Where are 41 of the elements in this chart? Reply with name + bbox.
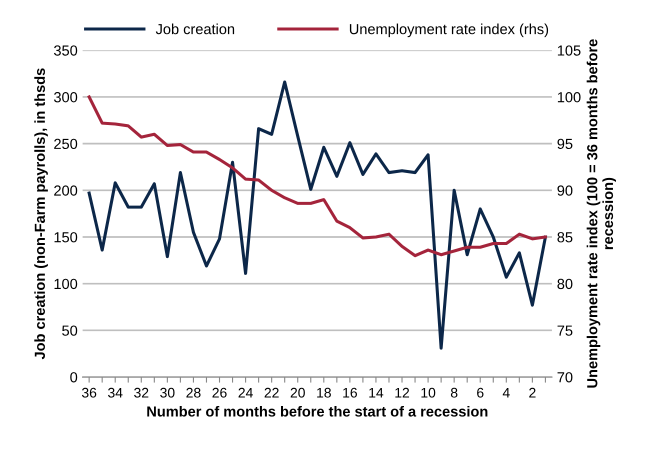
x-tick-label: 30	[160, 388, 175, 398]
y2-tick-label: 85	[557, 232, 572, 242]
line-series	[88, 80, 547, 350]
y2-tick-label: 90	[557, 185, 572, 196]
x-tick-label: 28	[186, 388, 201, 398]
x-tick-label: 16	[343, 388, 357, 398]
x-tick-label: 10	[421, 388, 436, 398]
x-tick-label: 8	[450, 388, 458, 398]
y2-tick-label: 70	[558, 372, 572, 382]
x-tick-label: 20	[290, 388, 305, 398]
x-tick-label: 32	[134, 388, 148, 398]
x-tick-label: 36	[82, 388, 96, 398]
y-tick-label: 350	[54, 45, 78, 56]
x-tick-label: 24	[238, 388, 253, 398]
y2-tick-label: 80	[557, 278, 572, 290]
y-tick-label: 50	[62, 325, 78, 336]
x-tick-label: 18	[317, 388, 331, 398]
y2-tick-label: 95	[557, 138, 572, 150]
x-tick-label: 6	[477, 388, 484, 398]
legend-label: Job creation	[156, 24, 234, 34]
legend-label: Unemployment rate index (rhs)	[350, 24, 548, 38]
x-tick-label: 4	[502, 388, 510, 398]
x-axis-title: Number of months before the start of a recession	[147, 406, 488, 417]
x-tick-label: 34	[108, 388, 123, 398]
x-tick-label: 2	[529, 388, 536, 398]
y-tick-label: 200	[54, 185, 78, 196]
y-tick-label: 300	[54, 92, 78, 102]
x-tick-label: 14	[369, 388, 384, 398]
x-tick-label: 12	[395, 388, 410, 398]
y2-axis-title: Unemployment rate index (100 = 36 months before recession)	[586, 39, 616, 388]
y-axis-title: Job creation (non-Farm payrolls), in thsds	[34, 68, 48, 360]
line-series	[88, 95, 547, 258]
y-tick-label: 150	[54, 232, 78, 242]
y2-tick-label: 105	[558, 45, 581, 56]
y2-tick-label: 100	[558, 92, 581, 102]
y2-tick-label: 75	[558, 326, 572, 336]
y-tick-label: 100	[54, 278, 78, 290]
x-tick-label: 22	[264, 388, 279, 398]
x-tick-label: 26	[212, 388, 227, 398]
y-tick-label: 0	[70, 372, 78, 382]
y-tick-label: 250	[54, 138, 78, 150]
